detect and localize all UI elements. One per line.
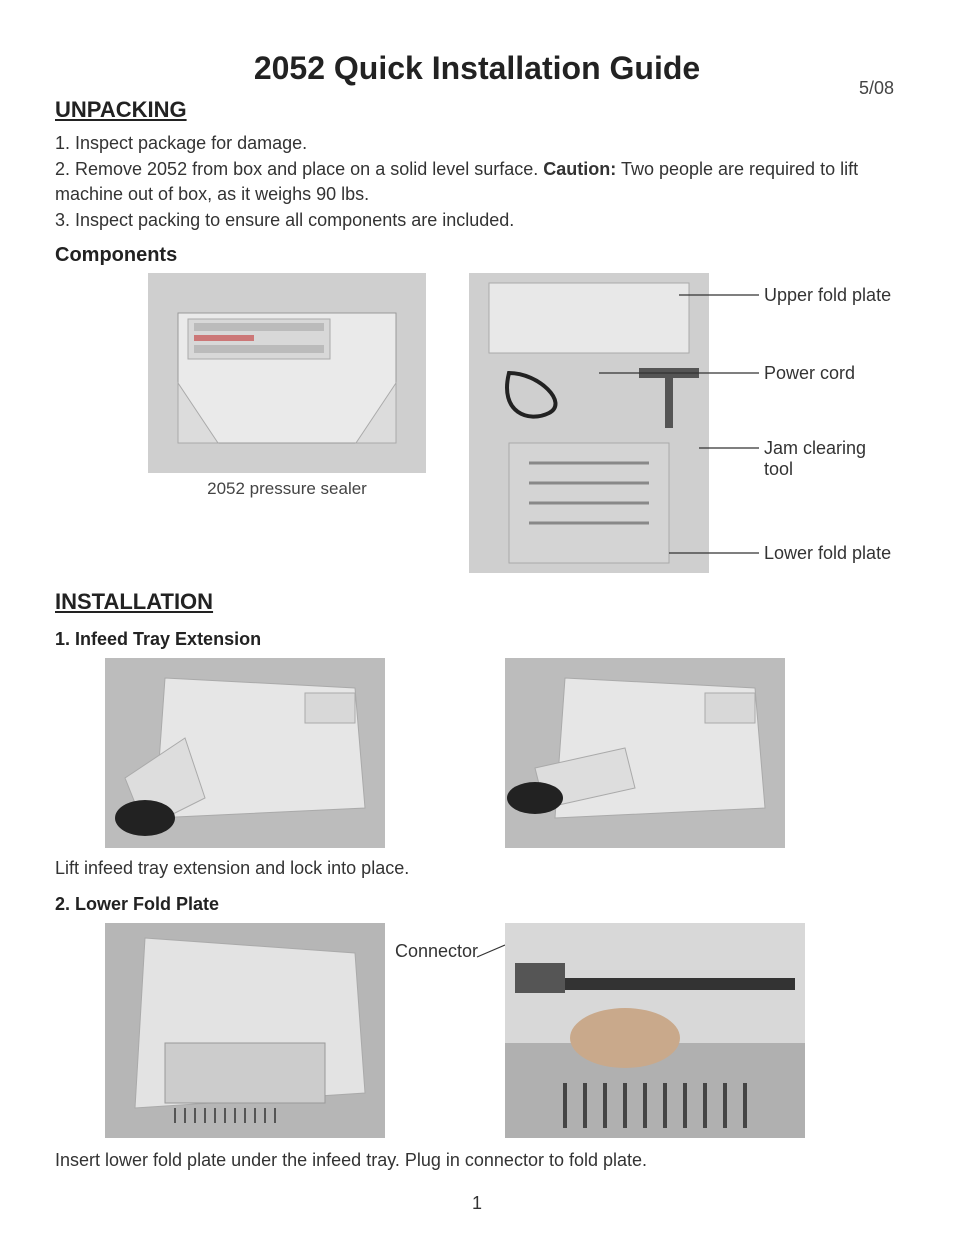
unpack-item-2a: 2. Remove 2052 from box and place on a s… bbox=[55, 159, 543, 179]
step2-image-right bbox=[505, 923, 805, 1138]
document-date: 5/08 bbox=[859, 78, 894, 99]
step2-caption: Insert lower fold plate under the infeed… bbox=[55, 1148, 899, 1172]
step2-heading: 2. Lower Fold Plate bbox=[55, 894, 899, 915]
page-title: 2052 Quick Installation Guide bbox=[55, 50, 899, 87]
step1-heading: 1. Infeed Tray Extension bbox=[55, 629, 899, 650]
step1-caption: Lift infeed tray extension and lock into… bbox=[55, 856, 899, 880]
unpack-item-2-caution: Caution: bbox=[543, 159, 616, 179]
unpacking-list: 1. Inspect package for damage. 2. Remove… bbox=[55, 131, 899, 232]
unpack-item-2: 2. Remove 2052 from box and place on a s… bbox=[55, 157, 899, 206]
label-power-cord: Power cord bbox=[764, 363, 855, 384]
section-installation-heading: INSTALLATION bbox=[55, 589, 899, 615]
unpack-item-3: 3. Inspect packing to ensure all compone… bbox=[55, 208, 899, 232]
step1-image-right bbox=[505, 658, 785, 848]
label-jam-clearing-tool: Jam clearing tool bbox=[764, 438, 899, 480]
connector-leader-line bbox=[385, 943, 505, 1003]
label-lower-fold-plate: Lower fold plate bbox=[764, 543, 891, 564]
step1-image-left bbox=[105, 658, 385, 848]
components-parts-diagram bbox=[469, 273, 899, 583]
section-unpacking-heading: UNPACKING bbox=[55, 97, 899, 123]
label-upper-fold-plate: Upper fold plate bbox=[764, 285, 891, 306]
step2-image-left bbox=[105, 923, 385, 1138]
pressure-sealer-caption: 2052 pressure sealer bbox=[105, 479, 469, 499]
pressure-sealer-image bbox=[148, 273, 426, 473]
page-number: 1 bbox=[55, 1193, 899, 1214]
unpack-item-1: 1. Inspect package for damage. bbox=[55, 131, 899, 155]
components-heading: Components bbox=[55, 244, 899, 267]
